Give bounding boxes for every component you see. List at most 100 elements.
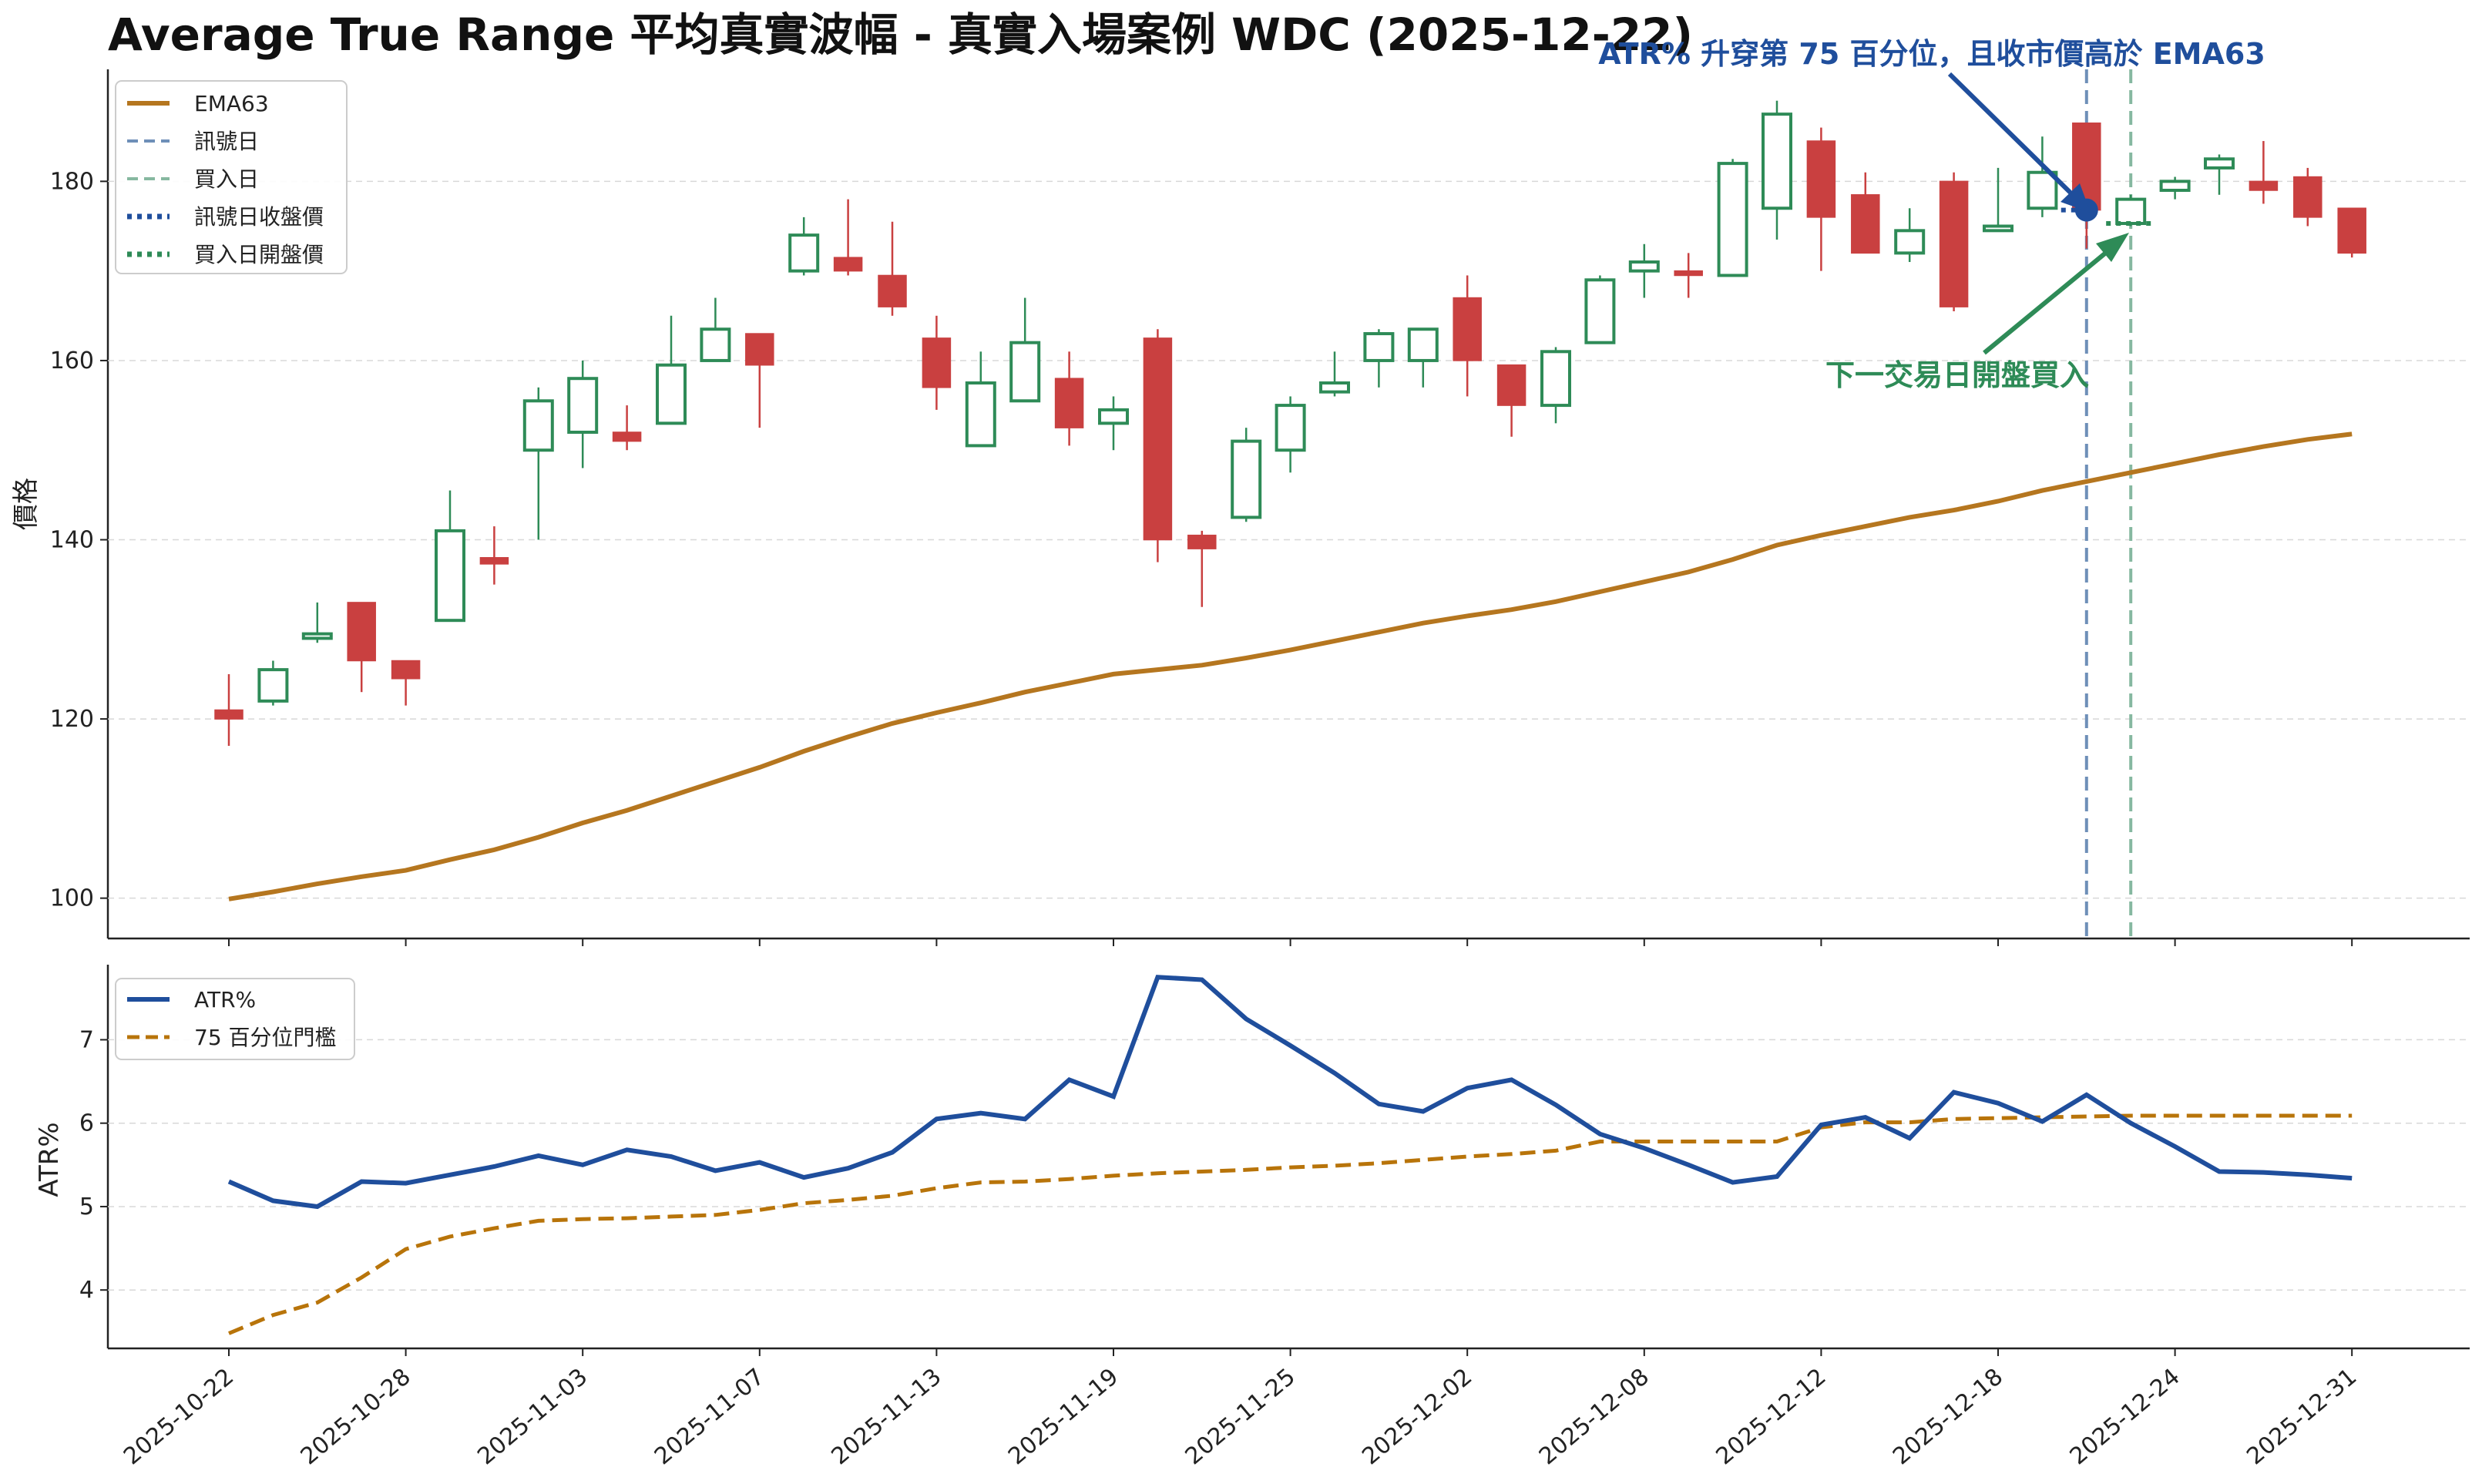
candle-body: [2115, 197, 2147, 226]
candle-up: [567, 360, 599, 468]
candle-body: [2027, 170, 2058, 210]
candle-down: [1143, 329, 1173, 562]
candle-body: [522, 399, 554, 452]
x-tick-label: 2025-12-31: [2242, 1363, 2362, 1470]
candle-body: [1983, 224, 2013, 233]
candle-down: [878, 221, 907, 316]
candle-down: [833, 199, 863, 276]
candle-body: [479, 557, 509, 565]
candle-body: [656, 363, 687, 425]
x-axis-ticks: 2025-10-22 2025-10-28 2025-11-03 2025-11-07…: [119, 1348, 2362, 1470]
candle-body: [1009, 341, 1041, 403]
candle-body: [922, 337, 952, 388]
ema63-line: [228, 431, 2353, 901]
candle-body: [1496, 364, 1526, 406]
price-legend-label: 訊號日: [194, 129, 259, 154]
candle-body: [2204, 157, 2235, 170]
atr-percent-line: [227, 975, 2353, 1210]
buy-annotation: 下一交易日開盤買入: [1825, 233, 2129, 392]
candle-up: [1717, 159, 1748, 277]
candle-down: [1806, 127, 1836, 271]
signal-arrowhead: [2060, 183, 2091, 213]
candle-up: [1894, 208, 1926, 263]
price-panel: 100 120 140 160 180 價格 ATR% 升穿第 75 百分位，且收市價高…: [11, 37, 2470, 946]
candle-up: [522, 387, 554, 540]
x-tick-label: 2025-12-24: [2065, 1363, 2185, 1470]
atr-y-tick-label: 4: [79, 1277, 94, 1304]
candle-up: [1098, 396, 1129, 451]
candle-up: [2204, 154, 2235, 195]
candle-body: [1453, 297, 1482, 361]
price-gridlines: [108, 180, 2470, 899]
candle-body: [1407, 327, 1439, 362]
candle-body: [567, 377, 599, 434]
price-legend-label: 買入日: [194, 166, 259, 192]
price-y-ticks: 100 120 140 160 180: [50, 168, 108, 912]
candle-body: [1894, 229, 1926, 255]
signal-annotation-text: ATR% 升穿第 75 百分位，且收市價高於 EMA63: [1598, 37, 2265, 71]
candle-body: [214, 709, 243, 720]
atr-y-tick-label: 5: [79, 1194, 94, 1220]
price-legend-box: [115, 80, 348, 274]
candle-body: [391, 660, 421, 680]
candle-body: [1231, 439, 1262, 519]
candlesticks: [214, 100, 2366, 746]
price-y-tick-label: 100: [50, 885, 94, 912]
candle-down: [347, 602, 376, 693]
atr-y-tick-label: 7: [79, 1026, 94, 1053]
candle-body: [1098, 408, 1129, 425]
x-tick-label: 2025-11-19: [1003, 1363, 1123, 1470]
candle-body: [1851, 194, 1880, 254]
candle-up: [301, 602, 333, 643]
price-y-tick-label: 120: [50, 706, 94, 733]
atr-y-tick-label: 6: [79, 1110, 94, 1137]
candle-up: [1628, 243, 1660, 298]
candle-body: [1674, 270, 1703, 277]
candle-up: [965, 351, 996, 448]
candle-down: [391, 660, 421, 706]
atr-legend-label: 75 百分位門檻: [194, 1025, 337, 1050]
candle-up: [1407, 327, 1439, 388]
candle-body: [1275, 404, 1306, 452]
candle-down: [1187, 530, 1217, 607]
chart-title: Average True Range 平均真實波幅 - 真實入場案例 WDC (…: [108, 8, 1693, 61]
candle-down: [479, 526, 509, 585]
candle-body: [2293, 176, 2322, 218]
candle-down: [214, 673, 243, 746]
x-tick-label: 2025-10-28: [296, 1363, 416, 1470]
candle-up: [435, 490, 465, 623]
atr-legend-box: [115, 978, 355, 1060]
candle-up: [656, 315, 687, 425]
x-tick-label: 2025-11-03: [472, 1363, 593, 1470]
candle-body: [965, 381, 996, 448]
candle-body: [1319, 381, 1350, 394]
candle-up: [1231, 428, 1262, 522]
x-tick-label: 2025-11-07: [650, 1363, 770, 1470]
candle-body: [1584, 278, 1616, 344]
candle-up: [1319, 351, 1350, 397]
signal-arrow: [1947, 72, 2079, 201]
price-y-tick-label: 140: [50, 527, 94, 554]
candle-down: [2072, 123, 2101, 249]
candle-body: [612, 431, 642, 442]
candle-up: [1275, 396, 1306, 473]
x-tick-label: 2025-10-22: [119, 1363, 239, 1470]
candle-body: [1806, 140, 1836, 218]
candle-body: [301, 632, 333, 640]
candle-body: [435, 529, 465, 623]
atr-gridlines: [108, 1039, 2470, 1291]
candle-body: [347, 602, 376, 662]
atr-y-ticks: 4 5 6 7: [79, 1026, 108, 1304]
x-tick-label: 2025-11-13: [826, 1363, 946, 1470]
candle-body: [1187, 534, 1217, 549]
candle-up: [700, 297, 731, 362]
candle-body: [788, 233, 820, 273]
atr-legend: ATR% 75 百分位門檻: [115, 978, 355, 1060]
candle-body: [1540, 350, 1571, 408]
signal-annotation: ATR% 升穿第 75 百分位，且收市價高於 EMA63: [1598, 37, 2265, 213]
price-legend-label: 訊號日收盤價: [194, 204, 324, 230]
x-tick-label: 2025-12-08: [1534, 1363, 1654, 1470]
price-y-tick-label: 160: [50, 347, 94, 374]
candle-up: [2027, 136, 2058, 217]
candle-up: [788, 217, 820, 276]
